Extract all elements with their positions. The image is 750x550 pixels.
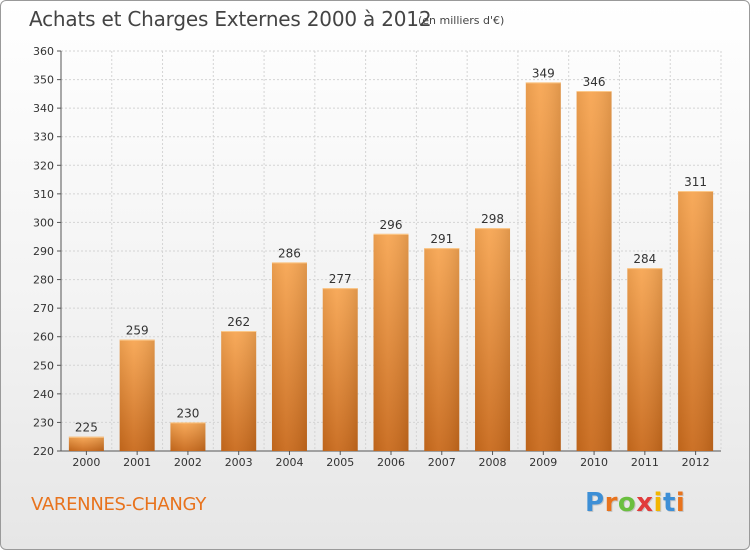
x-tick-label: 2011 (631, 456, 659, 469)
x-tick-label: 2009 (529, 456, 557, 469)
bar-shade (475, 228, 511, 451)
y-tick-label: 280 (33, 274, 54, 287)
bar-shade (170, 422, 206, 451)
bar-shade (271, 262, 307, 451)
y-tick-label: 270 (33, 302, 54, 315)
x-tick-label: 2005 (326, 456, 354, 469)
data-label: 230 (176, 406, 199, 420)
y-tick-label: 350 (33, 74, 54, 87)
x-tick-label: 2000 (72, 456, 100, 469)
logo-letter: t (662, 488, 676, 518)
data-label: 298 (481, 212, 504, 226)
x-tick-label: 2003 (225, 456, 253, 469)
bar-shade (525, 82, 561, 451)
y-tick-label: 320 (33, 159, 54, 172)
data-label: 259 (126, 324, 149, 338)
bars (68, 82, 714, 451)
x-tick-label: 2007 (428, 456, 456, 469)
x-tick-label: 2004 (275, 456, 303, 469)
x-tick-labels: 2000 2001 2002 2003 2004 2005 2006 2007 2008 2009… (72, 456, 709, 469)
chart-subtitle: (en milliers d'€) (418, 14, 505, 27)
y-tick-label: 230 (33, 416, 54, 429)
data-label: 286 (278, 246, 301, 260)
logo-letter: i (675, 488, 686, 518)
data-label: 349 (532, 66, 555, 80)
data-label: 311 (684, 175, 707, 189)
logo-letter: r (604, 488, 618, 518)
y-tick-label: 330 (33, 131, 54, 144)
y-tick-label: 340 (33, 102, 54, 115)
data-label: 277 (329, 272, 352, 286)
y-tick-label: 250 (33, 359, 54, 372)
y-tick-label: 290 (33, 245, 54, 258)
bar-shade (576, 91, 612, 451)
logo-letter: x (636, 488, 654, 518)
data-labels: 225 259 230 262 286 277 296 291 298 349 346 284 311 (75, 66, 707, 434)
commune-name: VARENNES-CHANGY (31, 494, 207, 515)
y-tick-label: 300 (33, 216, 54, 229)
proxiti-logo[interactable]: Proxiti (585, 488, 685, 518)
y-tick-label: 260 (33, 331, 54, 344)
data-label: 291 (430, 232, 453, 246)
bar-shade (424, 248, 460, 451)
data-label: 225 (75, 421, 98, 435)
x-tick-label: 2001 (123, 456, 151, 469)
data-label: 296 (380, 218, 403, 232)
logo-letter: P (585, 488, 605, 518)
bar-shade (678, 191, 714, 451)
x-tick-label: 2006 (377, 456, 405, 469)
y-tick-labels: 220 230 240 250 260 270 280 290 300 310 320 330 340 3… (33, 45, 54, 458)
data-label: 346 (583, 75, 606, 89)
bar-shade (221, 331, 257, 451)
chart-title: Achats et Charges Externes 2000 à 2012 (29, 7, 432, 31)
x-tick-label: 2008 (479, 456, 507, 469)
data-label: 262 (227, 315, 250, 329)
bar-shade (627, 268, 663, 451)
bar-shade (68, 436, 104, 451)
logo-letter: i (653, 488, 663, 518)
bar-shade (373, 233, 409, 451)
bar-shade (322, 288, 358, 451)
y-tick-label: 220 (33, 445, 54, 458)
x-tick-label: 2010 (580, 456, 608, 469)
x-tick-label: 2012 (682, 456, 710, 469)
logo-letter: o (617, 488, 637, 518)
x-tick-label: 2002 (174, 456, 202, 469)
data-label: 284 (633, 252, 656, 266)
y-tick-label: 310 (33, 188, 54, 201)
y-tick-label: 360 (33, 45, 54, 58)
y-tick-label: 240 (33, 388, 54, 401)
bar-shade (119, 339, 155, 451)
